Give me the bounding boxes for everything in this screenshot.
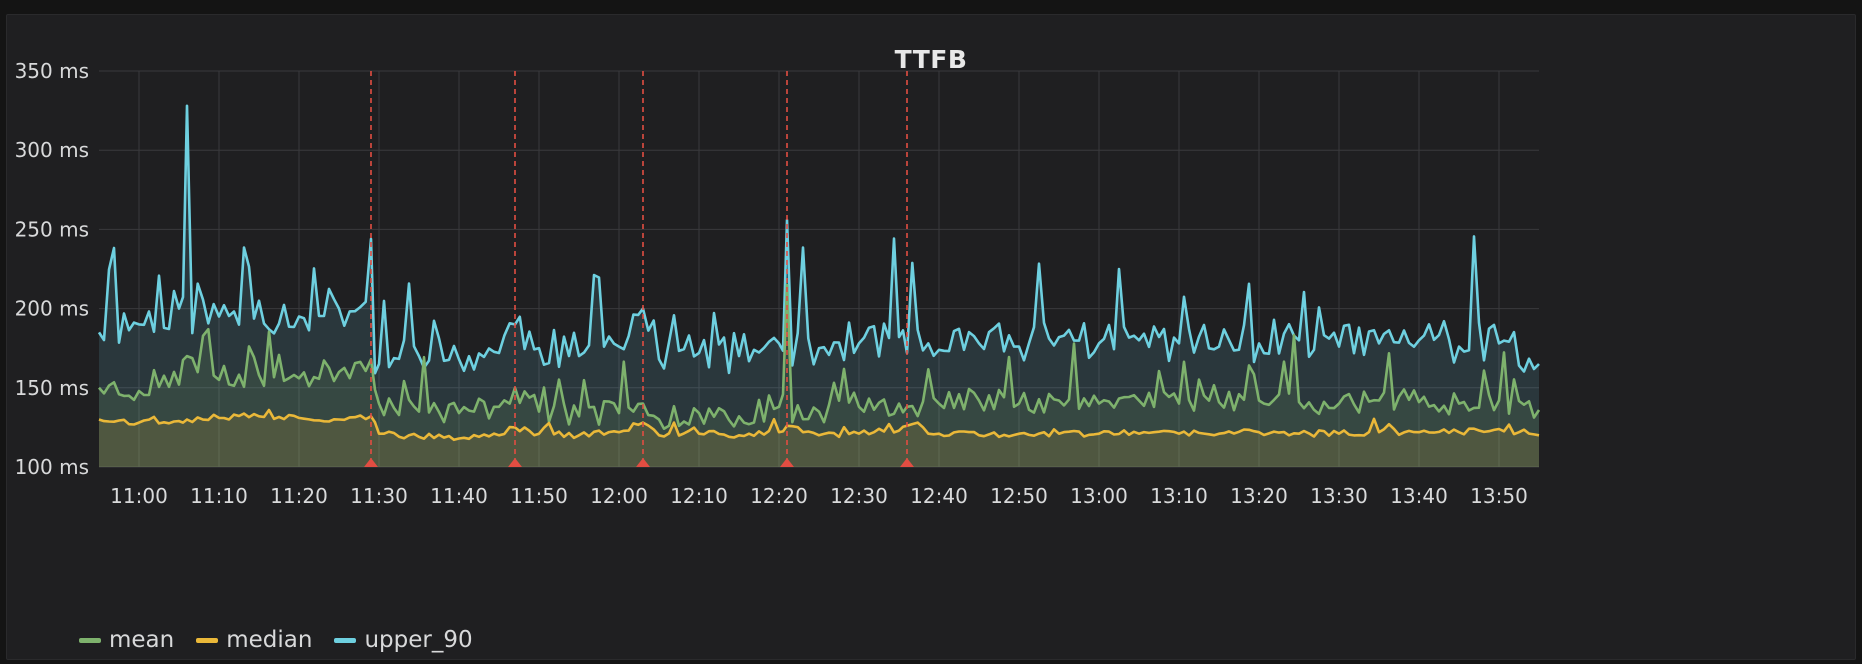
annotation-marker	[508, 458, 522, 467]
series-line-median	[98, 408, 1540, 442]
area-layer	[99, 105, 1539, 468]
legend-label-upper_90: upper_90	[364, 627, 473, 653]
x-tick-label: 13:40	[1390, 484, 1448, 508]
annotation-marker	[636, 458, 650, 467]
legend-swatch-mean	[79, 637, 101, 643]
legend: mean median upper_90	[79, 627, 473, 653]
y-tick-label: 150 ms	[15, 376, 89, 400]
x-tick-label: 13:20	[1230, 484, 1288, 508]
legend-swatch-median	[196, 637, 219, 643]
series-area-mean	[99, 284, 1539, 467]
legend-item-upper_90[interactable]: upper_90	[334, 627, 473, 653]
legend-item-mean[interactable]: mean	[79, 627, 174, 653]
tick-layer: 100 ms 150 ms 200 ms 250 ms 300 ms 350 ms 11:0…	[15, 59, 1528, 508]
x-tick-label: 13:10	[1150, 484, 1208, 508]
line-layer	[97, 104, 1541, 442]
chart-canvas[interactable]: 100 ms 150 ms 200 ms 250 ms 300 ms 350 ms 11:0…	[7, 15, 1857, 661]
series-area-median	[99, 410, 1539, 467]
x-tick-label: 13:30	[1310, 484, 1368, 508]
x-tick-label: 12:40	[910, 484, 968, 508]
series-line-mean	[98, 283, 1541, 430]
annotation-marker	[900, 458, 914, 467]
x-tick-label: 11:10	[190, 484, 248, 508]
y-tick-label: 250 ms	[15, 217, 89, 241]
x-tick-label: 12:10	[670, 484, 728, 508]
y-tick-label: 300 ms	[15, 138, 89, 162]
series-line-upper_90	[97, 104, 1540, 375]
x-tick-label: 11:00	[110, 484, 168, 508]
annotation-marker	[780, 458, 794, 467]
x-tick-label: 12:30	[830, 484, 888, 508]
x-tick-label: 13:50	[1470, 484, 1528, 508]
y-tick-label: 200 ms	[15, 297, 89, 321]
x-tick-label: 11:30	[350, 484, 408, 508]
legend-label-median: median	[226, 627, 313, 653]
x-tick-label: 11:50	[510, 484, 568, 508]
series-area-upper_90	[99, 105, 1539, 468]
x-tick-label: 12:20	[750, 484, 808, 508]
legend-label-mean: mean	[109, 627, 175, 653]
x-tick-label: 12:50	[990, 484, 1048, 508]
legend-item-median[interactable]: median	[196, 627, 312, 653]
y-tick-label: 350 ms	[15, 59, 89, 83]
y-tick-label: 100 ms	[15, 455, 89, 479]
x-tick-label: 11:40	[430, 484, 488, 508]
x-tick-label: 13:00	[1070, 484, 1128, 508]
legend-swatch-upper_90	[334, 637, 357, 643]
x-tick-label: 12:00	[590, 484, 648, 508]
annotation-layer	[364, 71, 914, 467]
chart-panel: TTFB 100 ms 150 ms 200 ms 250 ms 300 ms 350 m…	[6, 14, 1856, 660]
x-tick-label: 11:20	[270, 484, 328, 508]
annotation-marker	[364, 458, 378, 467]
panel-title[interactable]: TTFB	[894, 45, 968, 74]
